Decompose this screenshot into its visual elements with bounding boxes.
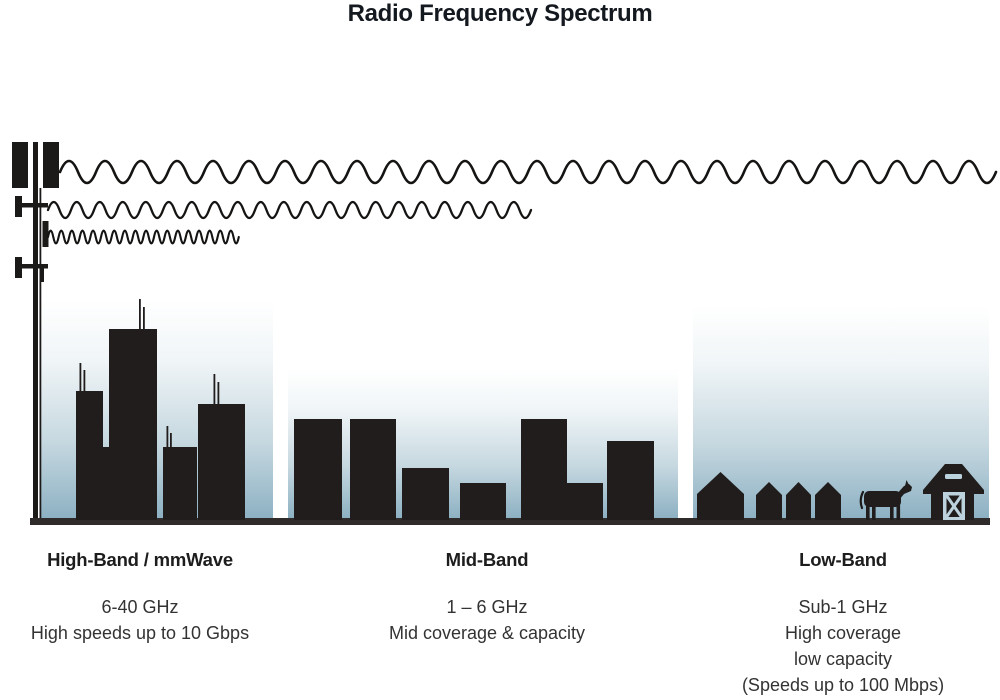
- tower-antenna-small-lower: [15, 257, 22, 278]
- tower-crossarm-lower: [15, 264, 48, 269]
- tower-antenna-small-upper: [15, 196, 22, 217]
- skyscraper: [76, 391, 103, 520]
- antenna-panel-right: [43, 142, 59, 188]
- high-band-label: High-Band / mmWave 6-40 GHz High speeds …: [20, 549, 260, 646]
- page-title: Radio Frequency Spectrum: [347, 0, 653, 27]
- skyscraper: [198, 404, 245, 520]
- low-band-label: Low-Band Sub-1 GHz High coverage low cap…: [688, 549, 998, 698]
- medium-wavelength-wave-icon: [46, 200, 533, 220]
- band-description: (Speeds up to 100 Mbps): [741, 675, 945, 695]
- house-icon: [756, 482, 782, 520]
- mid-band-label: Mid-Band 1 – 6 GHz Mid coverage & capaci…: [367, 549, 607, 646]
- building: [521, 419, 567, 520]
- cow-icon: [859, 480, 912, 520]
- house-icon: [786, 482, 811, 520]
- long-wavelength-wave-icon: [58, 159, 998, 185]
- band-heading: Low-Band: [799, 549, 887, 570]
- town-buildings-icon: [294, 419, 654, 520]
- building: [607, 441, 654, 520]
- tower-bracket: [40, 267, 44, 282]
- barn-vent: [945, 474, 962, 479]
- antenna-panel-left: [12, 142, 28, 188]
- barn-icon: [923, 464, 984, 520]
- building: [402, 468, 449, 520]
- house-icon: [815, 482, 841, 520]
- band-description: High speeds up to 10 Gbps: [30, 623, 250, 643]
- band-heading: Mid-Band: [445, 549, 529, 570]
- skyscraper: [103, 447, 109, 520]
- band-frequency: Sub-1 GHz: [798, 597, 888, 617]
- skyscraper: [163, 447, 197, 520]
- short-wavelength-wave-icon: [46, 229, 240, 245]
- band-description: low capacity: [793, 649, 893, 669]
- band-description: High coverage: [784, 623, 902, 643]
- rooftop-antennas: [79, 299, 220, 447]
- band-heading: High-Band / mmWave: [47, 549, 233, 570]
- building: [567, 483, 603, 520]
- radio-waves: [46, 159, 998, 245]
- band-frequency: 6-40 GHz: [101, 597, 179, 617]
- rural-scene: [697, 464, 984, 520]
- band-description: Mid coverage & capacity: [388, 623, 586, 643]
- building: [350, 419, 396, 520]
- building: [460, 483, 506, 520]
- ground-line: [30, 518, 990, 525]
- skyscraper: [109, 329, 157, 520]
- cell-tower-icon: [12, 142, 59, 518]
- tower-crossarm-upper: [15, 203, 48, 208]
- band-frequency: 1 – 6 GHz: [446, 597, 528, 617]
- tower-mast: [33, 142, 38, 518]
- house-icon: [697, 472, 744, 520]
- tower-sidebox: [42, 221, 49, 247]
- tower-cable: [39, 188, 42, 518]
- building: [294, 419, 342, 520]
- city-skyline-icon: [76, 299, 245, 520]
